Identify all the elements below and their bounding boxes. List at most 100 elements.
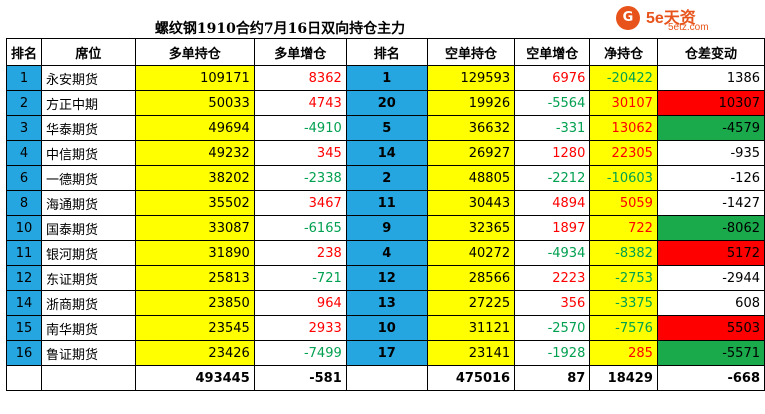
header-net: 净持仓 bbox=[589, 38, 658, 66]
cell-short-change: -4934 bbox=[514, 240, 591, 266]
cell-short: 32365 bbox=[426, 215, 516, 241]
cell-net: 285 bbox=[589, 340, 658, 366]
cell-net: -3375 bbox=[589, 290, 658, 316]
table-row: 16 鲁证期货 23426 -7499 17 23141 -1928 285 -5571 bbox=[5, 340, 765, 366]
cell-seat: 中信期货 bbox=[41, 140, 136, 166]
cell-rank: 15 bbox=[5, 315, 43, 341]
logo-site: 5etz.com bbox=[668, 22, 709, 33]
cell-short-rank: 20 bbox=[345, 90, 428, 116]
table-row: 15 南华期货 23545 2933 10 31121 -2570 -7576 5503 bbox=[5, 315, 765, 341]
header-diff: 仓差变动 bbox=[656, 38, 765, 66]
total-long: 493445 bbox=[134, 365, 255, 391]
cell-short: 36632 bbox=[426, 115, 516, 141]
cell-seat: 银河期货 bbox=[41, 240, 136, 266]
cell-long-change: 238 bbox=[253, 240, 347, 266]
cell-short-rank: 5 bbox=[345, 115, 428, 141]
cell-diff: -2944 bbox=[656, 265, 765, 291]
cell-diff: 1386 bbox=[656, 65, 765, 91]
cell-long: 49694 bbox=[134, 115, 255, 141]
cell-seat: 浙商期货 bbox=[41, 290, 136, 316]
cell-rank: 14 bbox=[5, 290, 43, 316]
header-row: 排名 席位 多单持仓 多单增仓 排名 空单持仓 空单增仓 净持仓 仓差变动 bbox=[5, 38, 765, 66]
cell-long: 109171 bbox=[134, 65, 255, 91]
cell-rank: 10 bbox=[5, 215, 43, 241]
cell-long-change: -6165 bbox=[253, 215, 347, 241]
cell-diff: -1427 bbox=[656, 190, 765, 216]
cell-rank: 2 bbox=[5, 90, 43, 116]
cell-rank: 11 bbox=[5, 240, 43, 266]
table-row: 14 浙商期货 23850 964 13 27225 356 -3375 608 bbox=[5, 290, 765, 316]
cell-seat: 一德期货 bbox=[41, 165, 136, 191]
cell-short: 27225 bbox=[426, 290, 516, 316]
cell-long: 23426 bbox=[134, 340, 255, 366]
cell-net: 13062 bbox=[589, 115, 658, 141]
cell-long-change: 964 bbox=[253, 290, 347, 316]
header-short-change: 空单增仓 bbox=[514, 38, 591, 66]
cell-long-change: 345 bbox=[253, 140, 347, 166]
totals-blank-3 bbox=[345, 365, 428, 391]
table-row: 12 东证期货 25813 -721 12 28566 2223 -2753 -2944 bbox=[5, 265, 765, 291]
cell-long: 33087 bbox=[134, 215, 255, 241]
cell-diff: -4579 bbox=[656, 115, 765, 141]
cell-net: -2753 bbox=[589, 265, 658, 291]
cell-long: 38202 bbox=[134, 165, 255, 191]
cell-long: 23545 bbox=[134, 315, 255, 341]
cell-net: 5059 bbox=[589, 190, 658, 216]
cell-seat: 鲁证期货 bbox=[41, 340, 136, 366]
cell-short-change: -2212 bbox=[514, 165, 591, 191]
cell-rank: 1 bbox=[5, 65, 43, 91]
totals-row: 493445 -581 475016 87 18429 -668 bbox=[5, 365, 765, 391]
cell-long: 50033 bbox=[134, 90, 255, 116]
cell-short-change: 4894 bbox=[514, 190, 591, 216]
cell-long-change: 2933 bbox=[253, 315, 347, 341]
cell-short-change: 1280 bbox=[514, 140, 591, 166]
cell-net: -10603 bbox=[589, 165, 658, 191]
table-row: 4 中信期货 49232 345 14 26927 1280 22305 -935 bbox=[5, 140, 765, 166]
header-seat: 席位 bbox=[41, 38, 136, 66]
cell-net: 22305 bbox=[589, 140, 658, 166]
cell-diff: 5172 bbox=[656, 240, 765, 266]
cell-short: 40272 bbox=[426, 240, 516, 266]
cell-diff: -935 bbox=[656, 140, 765, 166]
cell-seat: 方正中期 bbox=[41, 90, 136, 116]
cell-rank: 8 bbox=[5, 190, 43, 216]
header-long-change: 多单增仓 bbox=[253, 38, 347, 66]
cell-short-change: -331 bbox=[514, 115, 591, 141]
cell-short-change: 1897 bbox=[514, 215, 591, 241]
cell-long-change: 8362 bbox=[253, 65, 347, 91]
table-row: 6 一德期货 38202 -2338 2 48805 -2212 -10603 -126 bbox=[5, 165, 765, 191]
cell-long-change: 3467 bbox=[253, 190, 347, 216]
table-row: 1 永安期货 109171 8362 1 129593 6976 -20422 1386 bbox=[5, 65, 765, 91]
cell-long-change: -7499 bbox=[253, 340, 347, 366]
cell-diff: 608 bbox=[656, 290, 765, 316]
total-diff: -668 bbox=[656, 365, 765, 391]
cell-net: -8382 bbox=[589, 240, 658, 266]
cell-short-change: -1928 bbox=[514, 340, 591, 366]
cell-rank: 3 bbox=[5, 115, 43, 141]
brand-logo: G 5e天资 5etz.com bbox=[608, 4, 758, 36]
cell-long-change: 4743 bbox=[253, 90, 347, 116]
cell-diff: 10307 bbox=[656, 90, 765, 116]
cell-short-rank: 1 bbox=[345, 65, 428, 91]
total-net: 18429 bbox=[589, 365, 658, 391]
cell-short-rank: 2 bbox=[345, 165, 428, 191]
cell-short-rank: 14 bbox=[345, 140, 428, 166]
cell-diff: -5571 bbox=[656, 340, 765, 366]
cell-short-change: 2223 bbox=[514, 265, 591, 291]
cell-seat: 国泰期货 bbox=[41, 215, 136, 241]
cell-short-rank: 4 bbox=[345, 240, 428, 266]
cell-rank: 16 bbox=[5, 340, 43, 366]
cell-seat: 华泰期货 bbox=[41, 115, 136, 141]
cell-short-rank: 17 bbox=[345, 340, 428, 366]
cell-short-change: -2570 bbox=[514, 315, 591, 341]
cell-short-change: 356 bbox=[514, 290, 591, 316]
page-title: 螺纹钢1910合约7月16日双向持仓主力 bbox=[154, 21, 406, 37]
cell-short: 31121 bbox=[426, 315, 516, 341]
totals-blank-1 bbox=[5, 365, 43, 391]
table-row: 2 方正中期 50033 4743 20 19926 -5564 30107 10307 bbox=[5, 90, 765, 116]
cell-long-change: -721 bbox=[253, 265, 347, 291]
table-row: 11 银河期货 31890 238 4 40272 -4934 -8382 5172 bbox=[5, 240, 765, 266]
table-row: 3 华泰期货 49694 -4910 5 36632 -331 13062 -4579 bbox=[5, 115, 765, 141]
cell-rank: 4 bbox=[5, 140, 43, 166]
